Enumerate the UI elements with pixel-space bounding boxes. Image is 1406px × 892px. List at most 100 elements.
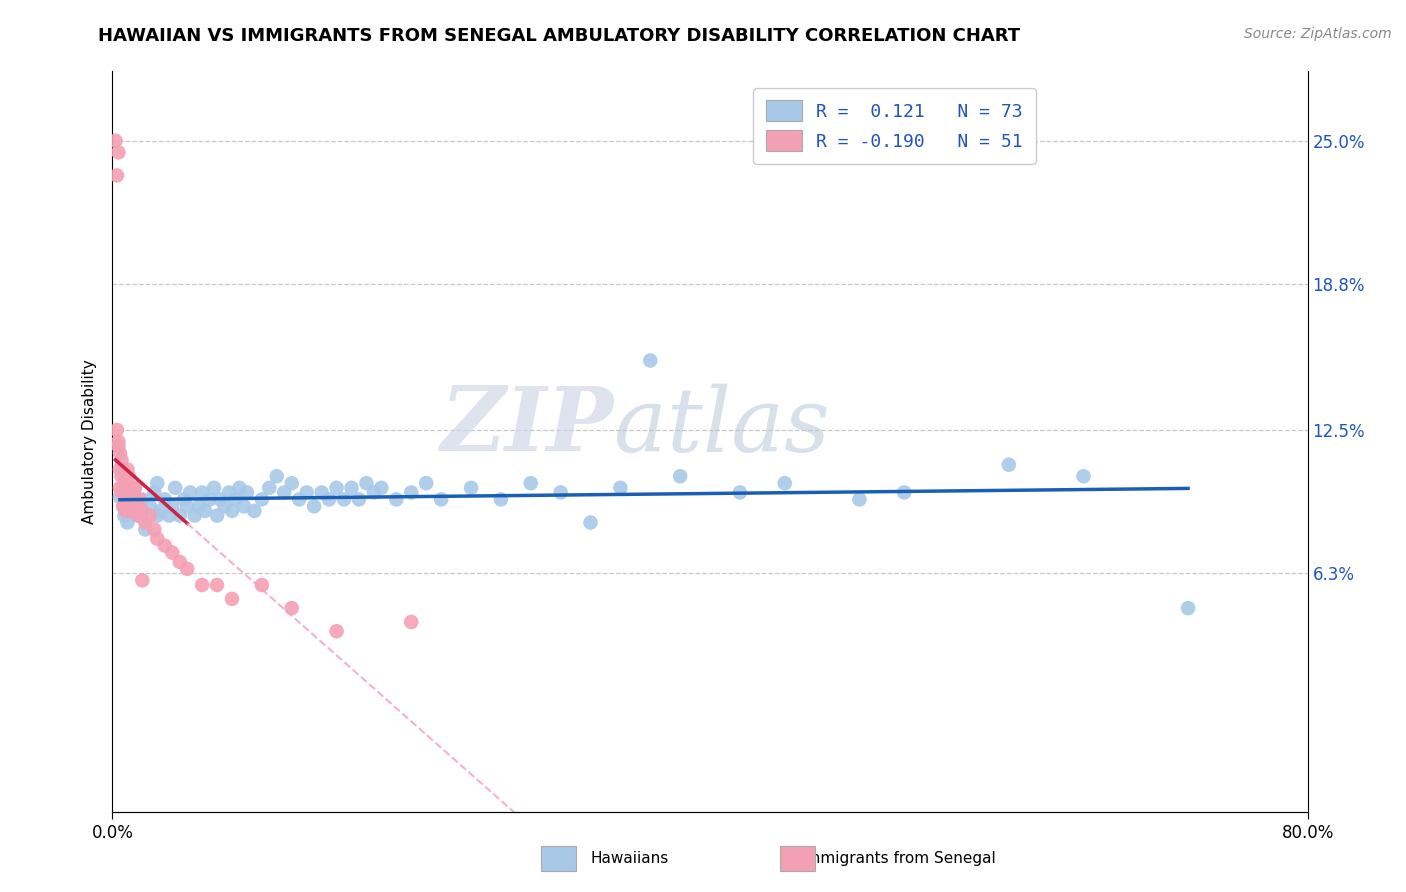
- Point: [131, 574, 153, 588]
- Point: [273, 485, 295, 500]
- Point: [120, 481, 142, 495]
- Point: [218, 485, 240, 500]
- Point: [111, 462, 134, 476]
- Point: [124, 481, 146, 495]
- Point: [107, 434, 129, 449]
- Point: [122, 500, 145, 514]
- Point: [1073, 469, 1095, 483]
- Point: [202, 481, 225, 495]
- Point: [302, 500, 325, 514]
- Point: [205, 508, 228, 523]
- Point: [325, 624, 347, 639]
- Point: [773, 476, 796, 491]
- Point: [125, 500, 148, 514]
- Point: [176, 562, 198, 576]
- Point: [194, 504, 217, 518]
- Text: atlas: atlas: [614, 384, 830, 470]
- Point: [111, 481, 134, 495]
- Point: [266, 469, 288, 483]
- Point: [1177, 601, 1199, 615]
- Point: [415, 476, 437, 491]
- Point: [127, 508, 149, 523]
- Point: [250, 492, 273, 507]
- Point: [728, 485, 751, 500]
- Point: [134, 523, 156, 537]
- Point: [179, 485, 201, 500]
- Point: [259, 481, 281, 495]
- Point: [115, 504, 138, 518]
- Point: [998, 458, 1021, 472]
- Point: [146, 476, 169, 491]
- Point: [347, 492, 370, 507]
- Point: [134, 516, 156, 530]
- Point: [183, 508, 205, 523]
- Point: [105, 169, 128, 183]
- Point: [117, 500, 139, 514]
- Point: [356, 476, 378, 491]
- Point: [848, 492, 870, 507]
- Point: [250, 578, 273, 592]
- Point: [281, 601, 304, 615]
- Point: [115, 476, 138, 491]
- Point: [139, 508, 162, 523]
- Point: [209, 492, 232, 507]
- Point: [105, 423, 128, 437]
- Point: [111, 500, 134, 514]
- Point: [108, 481, 131, 495]
- Point: [205, 578, 228, 592]
- Point: [110, 469, 132, 483]
- Point: [169, 508, 191, 523]
- Point: [224, 492, 246, 507]
- Point: [128, 492, 150, 507]
- Point: [131, 492, 153, 507]
- Point: [233, 500, 256, 514]
- Point: [333, 492, 356, 507]
- Point: [108, 490, 131, 504]
- Point: [157, 508, 180, 523]
- Point: [401, 485, 423, 500]
- Point: [430, 492, 453, 507]
- Point: [579, 516, 602, 530]
- Point: [311, 485, 333, 500]
- Point: [169, 555, 191, 569]
- Point: [120, 504, 142, 518]
- Point: [114, 500, 135, 514]
- Point: [165, 481, 187, 495]
- Point: [110, 485, 132, 500]
- Point: [124, 481, 146, 495]
- Point: [288, 492, 311, 507]
- Point: [609, 481, 631, 495]
- Point: [550, 485, 572, 500]
- Point: [114, 508, 135, 523]
- Point: [340, 481, 363, 495]
- Point: [110, 453, 132, 467]
- Point: [401, 615, 423, 629]
- Point: [325, 481, 347, 495]
- Point: [149, 504, 172, 518]
- Point: [117, 462, 139, 476]
- Point: [489, 492, 512, 507]
- Point: [228, 481, 250, 495]
- Point: [214, 500, 236, 514]
- Text: Hawaiians: Hawaiians: [591, 851, 669, 865]
- Point: [173, 492, 195, 507]
- Text: Immigrants from Senegal: Immigrants from Senegal: [801, 851, 997, 865]
- Point: [318, 492, 340, 507]
- Legend: R =  0.121   N = 73, R = -0.190   N = 51: R = 0.121 N = 73, R = -0.190 N = 51: [754, 87, 1036, 164]
- Point: [221, 591, 243, 606]
- Point: [120, 500, 142, 514]
- Point: [117, 516, 139, 530]
- Text: Source: ZipAtlas.com: Source: ZipAtlas.com: [1244, 27, 1392, 41]
- Point: [669, 469, 692, 483]
- Point: [221, 504, 243, 518]
- Point: [146, 508, 169, 523]
- Point: [243, 504, 266, 518]
- Point: [153, 539, 176, 553]
- Point: [131, 504, 153, 518]
- Point: [191, 485, 214, 500]
- Point: [640, 353, 662, 368]
- Point: [370, 481, 392, 495]
- Point: [281, 476, 304, 491]
- Point: [143, 523, 166, 537]
- Point: [128, 508, 150, 523]
